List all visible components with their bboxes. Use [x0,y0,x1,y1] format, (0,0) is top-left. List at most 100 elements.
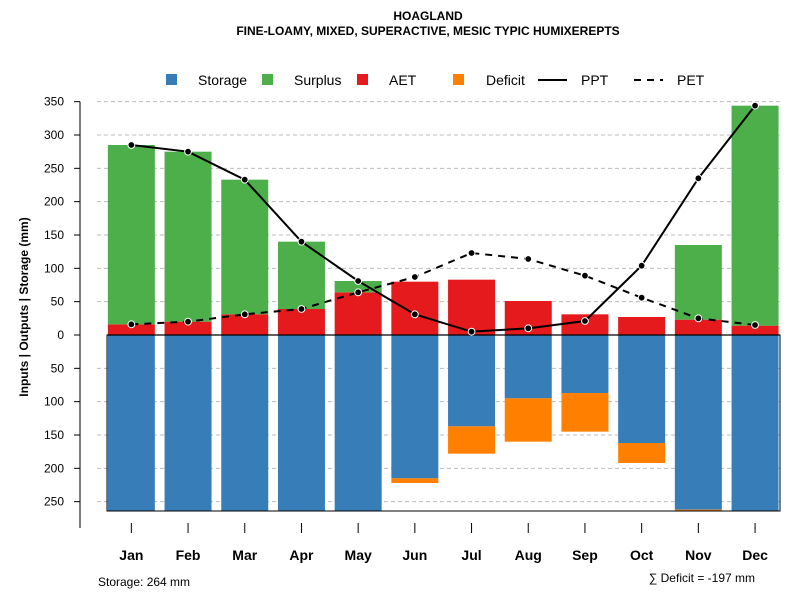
storage-bar [334,335,382,511]
storage-bar [448,335,496,427]
storage-note: Storage: 264 mm [98,575,190,589]
pet-point [524,255,533,263]
x-tick-label: Feb [176,547,201,563]
aet-bar [164,321,212,335]
pet-point [354,288,363,297]
y-tick-label: 0 [57,328,64,342]
pet-point [467,249,476,257]
legend-label: Storage [198,72,247,88]
pet-point [581,271,589,280]
lines [127,101,759,336]
deficit-bar [504,398,552,442]
surplus-bar [107,145,155,325]
legend-label: Deficit [486,72,525,88]
storage-bar [164,335,212,511]
legend-label: PET [677,72,705,88]
aet-bar [277,309,325,335]
pet-point [694,314,703,323]
legend: Storage Surplus AET Deficit PPT PET [166,72,705,88]
x-tick-label: Nov [685,547,712,563]
pet-point [240,310,249,319]
ppt-point [410,310,419,319]
surplus-bar [277,241,325,309]
x-tick-label: Jun [402,547,427,563]
pet-point [751,321,759,329]
y-tick-label: 350 [44,95,64,109]
storage-bar [731,335,779,511]
ppt-point [184,147,192,156]
y-tick-label: 150 [44,228,64,242]
storage-bar [391,335,439,479]
ppt-point [467,327,476,336]
aet-bar [448,279,496,335]
aet-bar [674,319,722,335]
legend-swatch [453,74,464,85]
x-tick-label: Jul [461,547,481,563]
x-tick-label: Dec [742,547,768,563]
deficit-bar [391,478,439,483]
legend-swatch [262,74,273,85]
ppt-point [127,141,136,149]
ppt-point [297,237,306,246]
pet-point [637,293,646,302]
surplus-bar [731,105,779,326]
ppt-point [581,317,589,325]
legend-swatch [166,74,177,85]
y-tick-label: 200 [44,195,64,209]
x-tick-label: Sep [572,547,598,563]
ppt-point [751,101,759,110]
x-tick-label: May [345,547,372,563]
deficit-bar [448,426,496,454]
legend-swatch [357,74,368,85]
deficit-note: ∑ Deficit = -197 mm [649,571,755,585]
aet-bar [731,325,779,335]
aet-bar [107,324,155,335]
legend-label: PPT [581,72,609,88]
pet-point [127,320,136,329]
storage-bar [618,335,666,443]
bars [106,105,781,512]
x-axis: Jan Feb Mar Apr May Jun Jul Aug Sep Oct Nov Dec [119,523,768,563]
y-tick-label: 100 [44,395,64,409]
storage-bar [221,335,269,511]
storage-bar [107,335,155,511]
y-axis: 350 300 250 200 150 100 50 0 50 100 150 200 250 [44,95,81,528]
y-tick-label: 300 [44,128,64,142]
y-tick-label: 50 [51,295,65,309]
x-tick-label: Oct [630,547,654,563]
aet-bar [618,317,666,335]
ppt-point [240,175,249,184]
x-tick-label: Apr [289,547,314,563]
pet-point [297,305,306,313]
legend-label: AET [389,72,417,88]
deficit-bar [561,393,609,432]
y-tick-label: 250 [44,161,64,175]
pet-point [410,273,419,281]
y-tick-label: 200 [44,461,64,475]
pet-point [184,317,192,326]
deficit-bar [618,443,666,463]
aet-bar [334,292,382,335]
surplus-bar [164,151,212,322]
surplus-bar [674,245,722,320]
storage-bar [561,335,609,393]
y-tick-label: 50 [51,361,65,375]
pet-line [131,251,756,326]
y-tick-label: 250 [44,495,64,509]
ppt-point [354,277,363,285]
storage-bar [277,335,325,511]
y-tick-label: 150 [44,428,64,442]
chart-subtitle: FINE-LOAMY, MIXED, SUPERACTIVE, MESIC TY… [236,24,619,38]
x-tick-label: Aug [515,547,542,563]
deficit-bar [674,509,722,511]
chart-title: HOAGLAND [393,9,463,23]
ppt-line [131,105,756,333]
ppt-point [694,174,703,183]
ppt-point [637,261,646,270]
storage-bar [504,335,552,399]
aet-bar [391,281,439,335]
y-axis-label: Inputs | Outputs | Storage (mm) [17,217,31,396]
aet-bar [221,314,269,335]
y-tick-label: 100 [44,261,64,275]
